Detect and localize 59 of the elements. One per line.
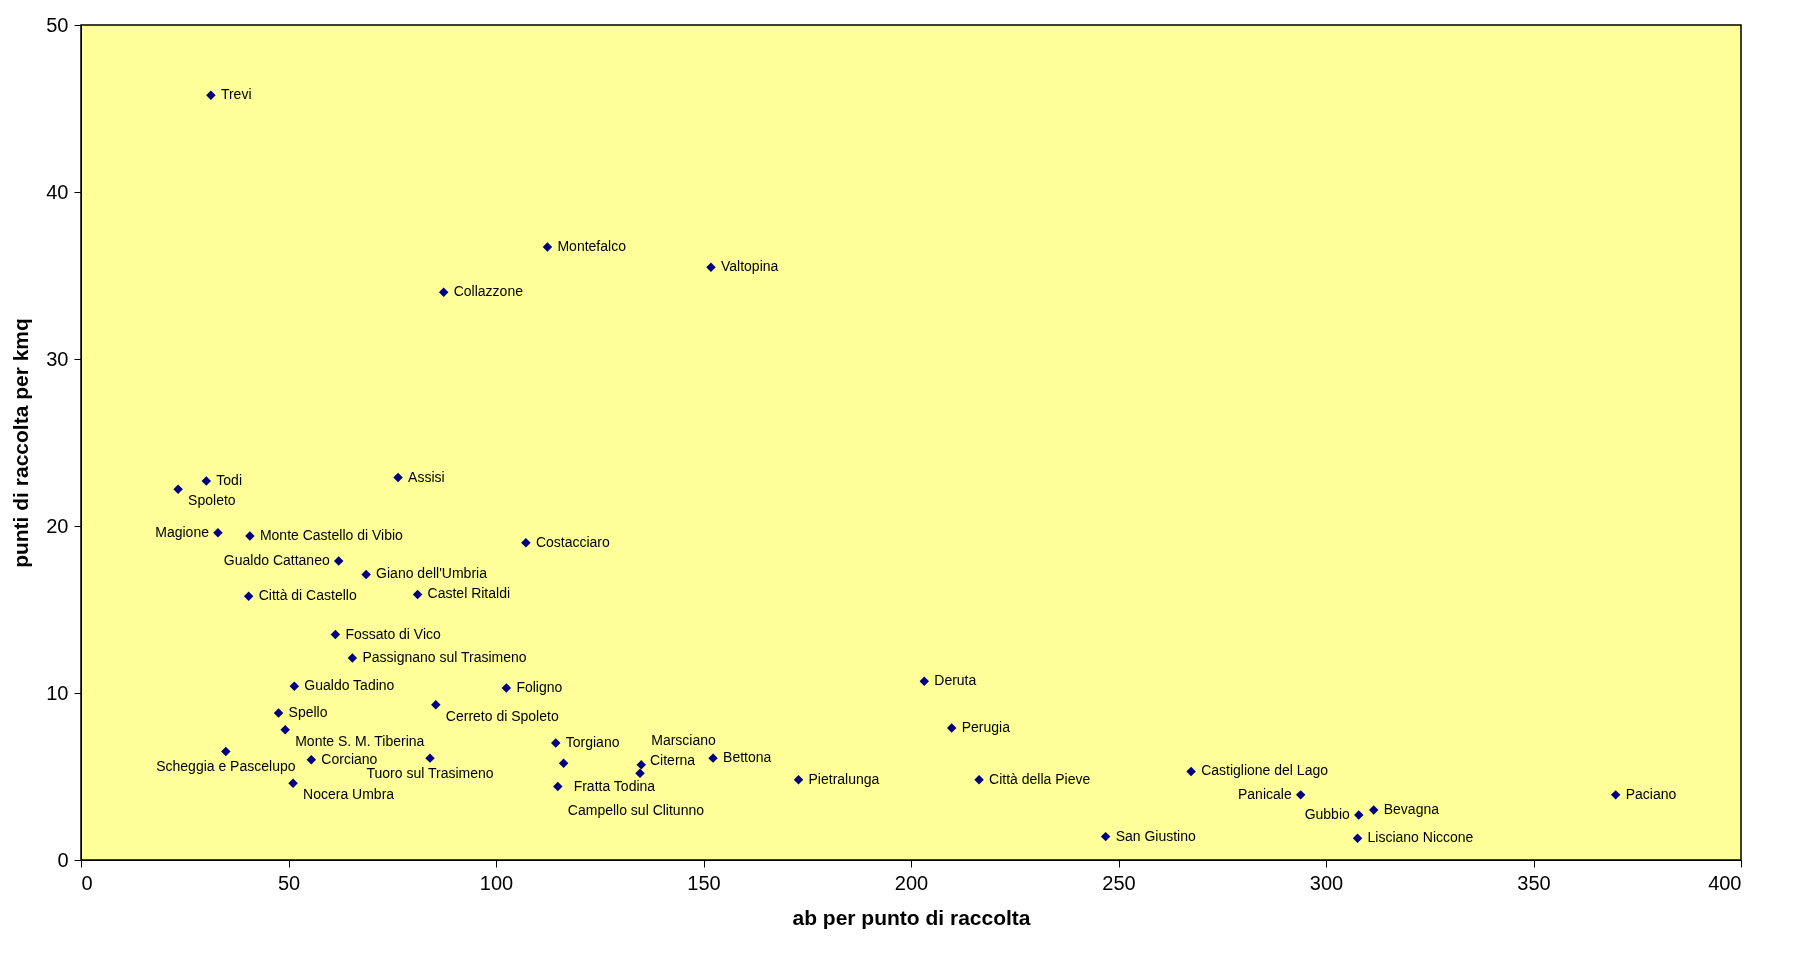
annotation: Scheggia e Pascelupo xyxy=(156,758,296,775)
annotation: Paciano xyxy=(1625,785,1677,802)
x-tick-label: 100 xyxy=(479,871,514,894)
annotation: Nocera Umbra xyxy=(303,786,395,803)
annotation: Giano dell'Umbria xyxy=(376,565,488,582)
annotation: Città della Pieve xyxy=(989,770,1091,787)
x-tick-label: 350 xyxy=(1517,871,1551,894)
annotation: Lisciano Niccone xyxy=(1367,829,1474,846)
annotation: Perugia xyxy=(961,719,1011,736)
annotation: San Giustino xyxy=(1115,827,1197,844)
x-tick-label: 400 xyxy=(1708,871,1742,894)
annotation: Pietralunga xyxy=(808,770,880,787)
annotation: Trevi xyxy=(220,86,252,103)
y-tick-label: 30 xyxy=(46,347,69,370)
annotation: Corciano xyxy=(321,750,378,767)
annotation: Citerna xyxy=(650,752,696,769)
y-tick-label: 50 xyxy=(46,13,69,36)
x-tick-label: 0 xyxy=(81,871,93,894)
annotation: Fratta Todina xyxy=(573,778,656,795)
annotation: Castel Ritaldi xyxy=(427,585,511,602)
annotation: Spello xyxy=(288,704,328,721)
y-tick-label: 40 xyxy=(46,180,69,203)
annotation: Gubbio xyxy=(1304,805,1350,822)
y-tick-label: 10 xyxy=(46,681,69,704)
y-tick-label: 20 xyxy=(46,514,69,537)
x-tick-label: 50 xyxy=(277,871,301,894)
y-tick-label: 0 xyxy=(57,848,69,871)
annotation: Torgiano xyxy=(565,734,620,751)
x-axis-title: ab per punto di raccolta xyxy=(792,905,1031,929)
annotation: Città di Castello xyxy=(258,587,357,604)
annotation: Assisi xyxy=(408,468,445,485)
annotation: Monte S. M. Tiberina xyxy=(295,732,425,749)
annotation: Todi xyxy=(216,471,243,488)
annotation: Magione xyxy=(155,523,210,540)
annotation: Gualdo Cattaneo xyxy=(223,552,330,569)
annotation: Valtopina xyxy=(720,258,779,275)
annotation: Tuoro sul Trasimeno xyxy=(366,765,494,782)
annotation: Monte Castello di Vibio xyxy=(259,527,404,544)
x-tick-label: 200 xyxy=(894,871,929,894)
annotation: Marsciano xyxy=(651,731,717,748)
annotation: Collazzone xyxy=(453,283,524,300)
annotation: Fossato di Vico xyxy=(345,625,442,642)
y-axis-title: punti di raccolta per kmq xyxy=(9,318,33,568)
annotation: Bettona xyxy=(723,749,772,766)
annotation: Panicale xyxy=(1237,785,1292,802)
annotation: Bevagna xyxy=(1383,800,1440,817)
annotation: Spoleto xyxy=(188,492,236,509)
annotation: Passignano sul Trasimeno xyxy=(362,648,527,665)
annotation: Foligno xyxy=(516,678,563,695)
annotation: Montefalco xyxy=(557,238,627,255)
x-tick-label: 150 xyxy=(687,871,721,894)
annotation: Castiglione del Lago xyxy=(1201,762,1329,779)
x-tick-label: 300 xyxy=(1309,871,1344,894)
annotation: Costacciaro xyxy=(535,533,611,550)
x-tick-label: 250 xyxy=(1102,871,1136,894)
annotation: Cerreto di Spoleto xyxy=(445,707,559,724)
annotation: Deruta xyxy=(934,672,977,689)
annotation: Gualdo Tadino xyxy=(304,677,395,694)
annotation: Campello sul Clitunno xyxy=(567,801,705,818)
